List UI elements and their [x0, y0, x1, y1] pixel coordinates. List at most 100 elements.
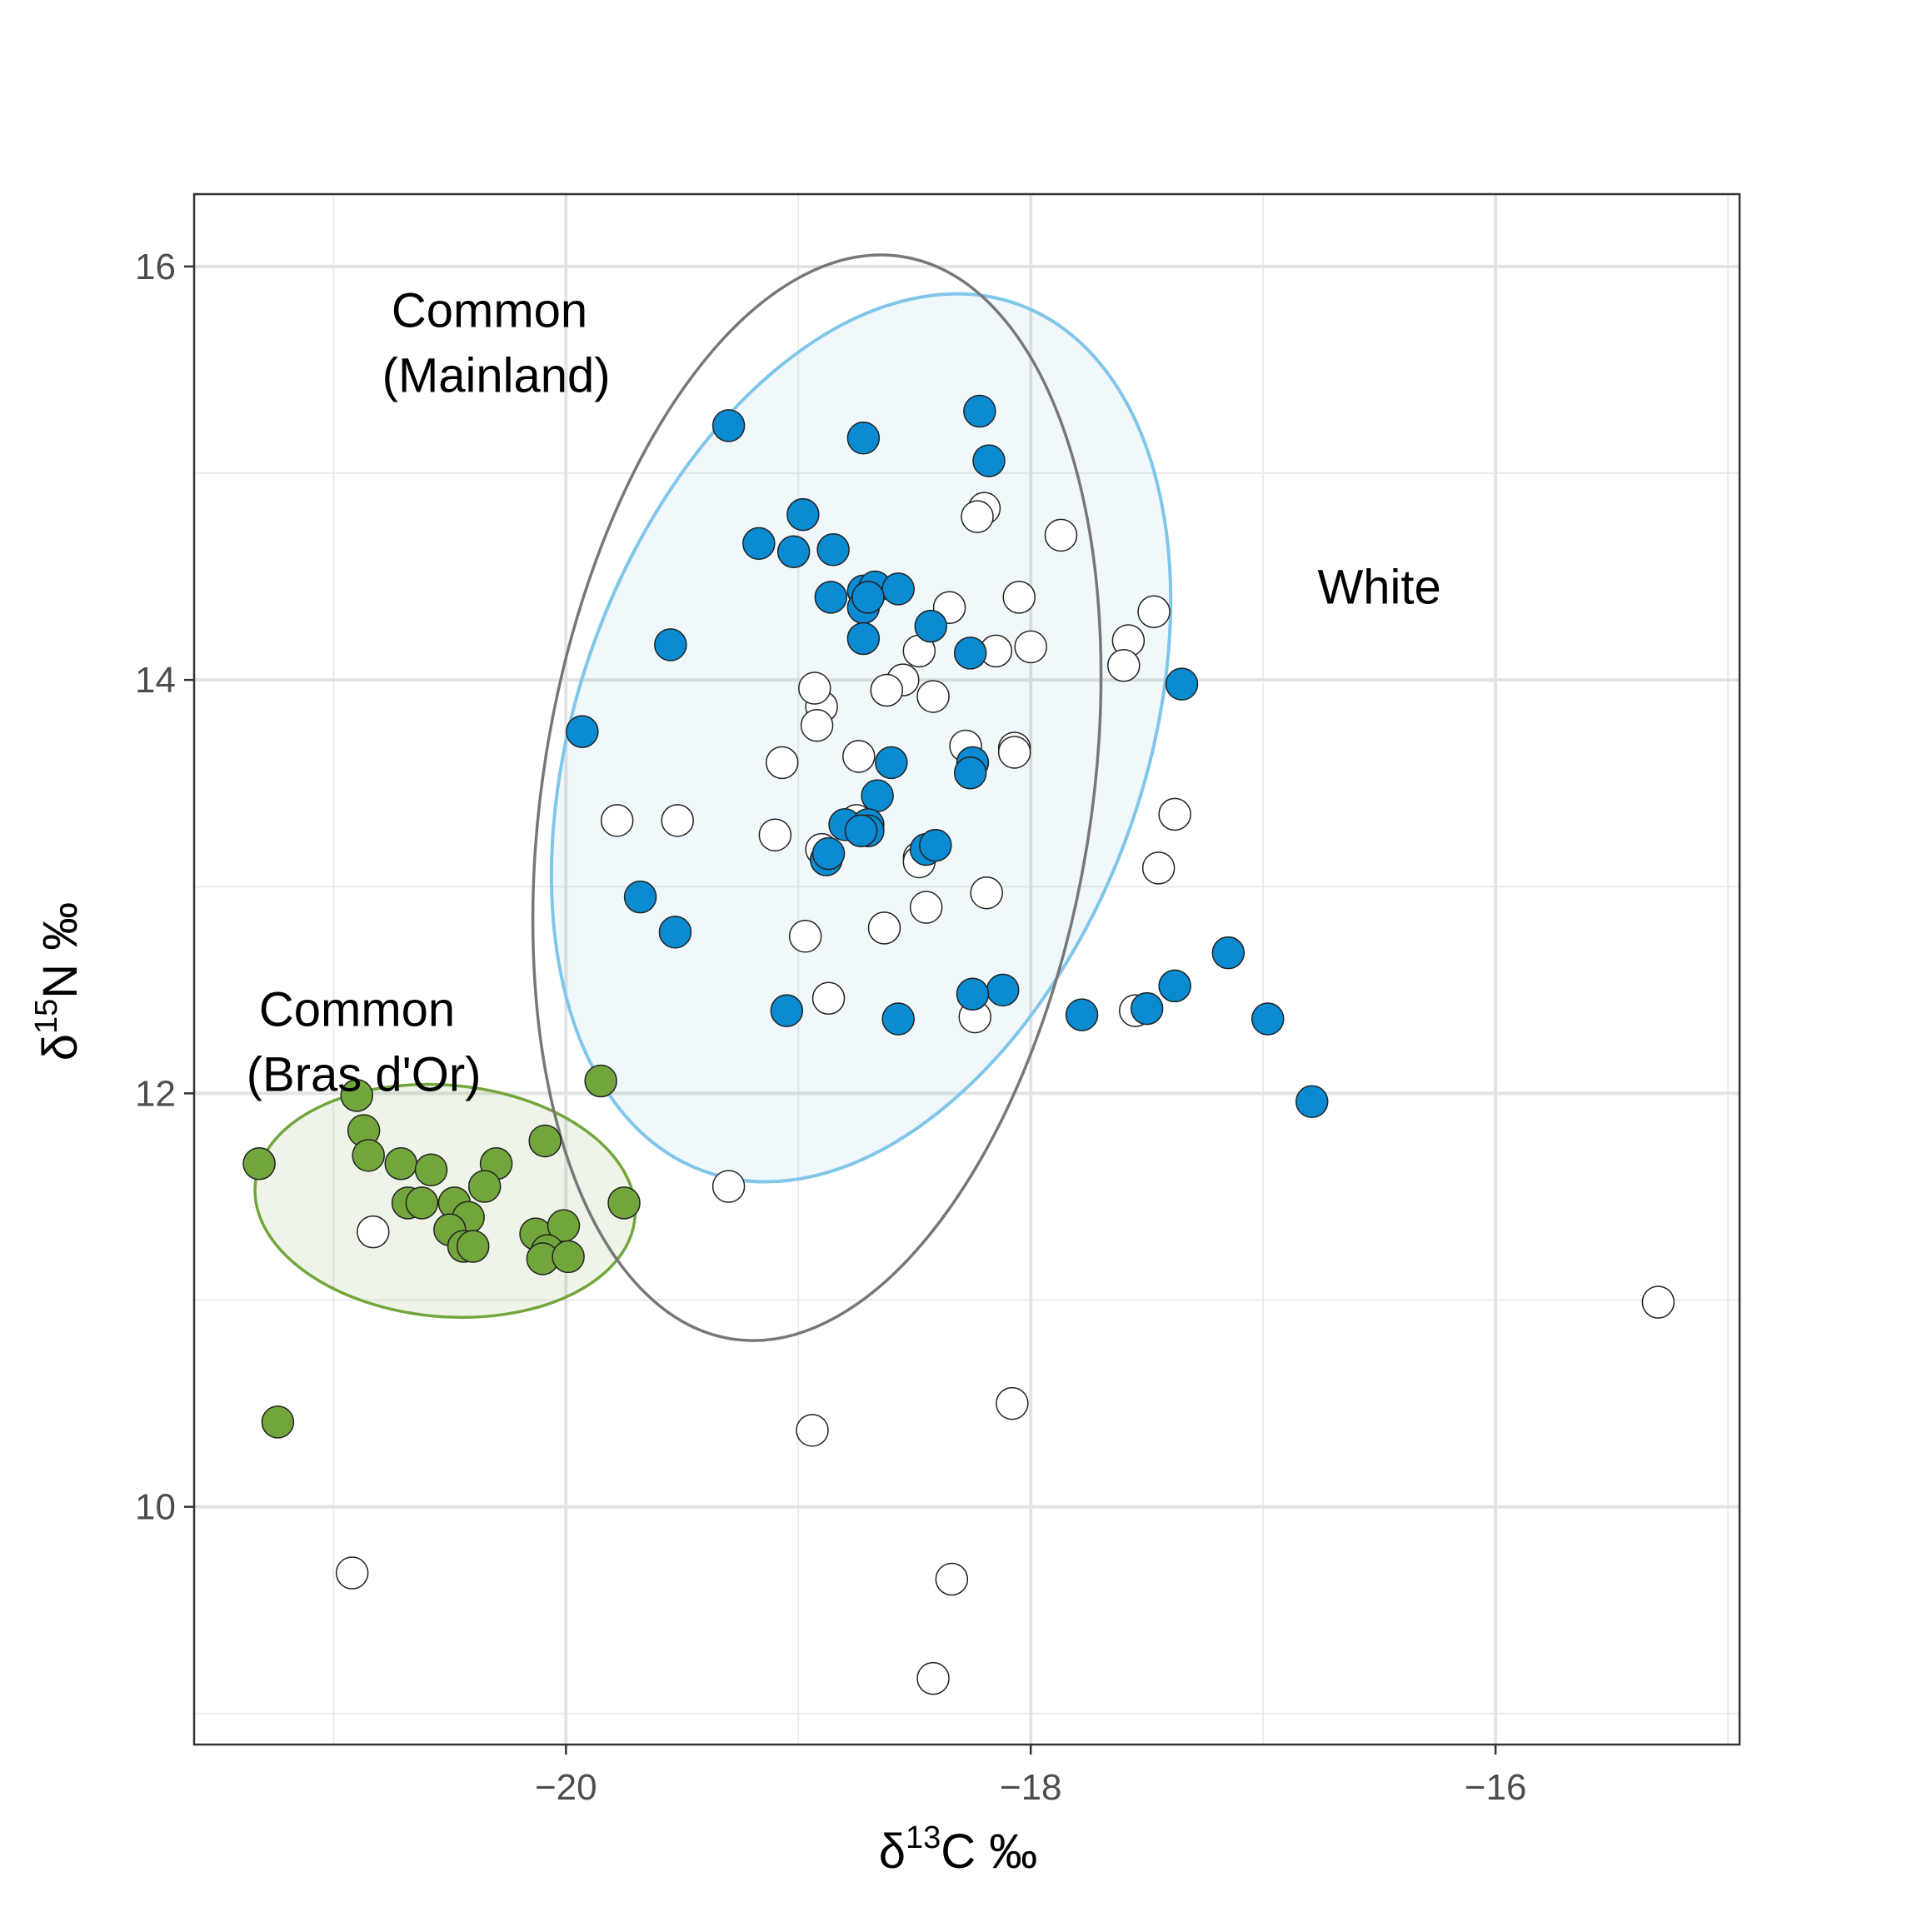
point-mainland-0 — [963, 394, 996, 428]
point-white-36 — [811, 981, 846, 1015]
point-white-32 — [970, 876, 1003, 910]
point-white-34 — [788, 920, 822, 953]
point-white-42 — [996, 1386, 1029, 1420]
y-axis-title-sup: 15 — [29, 999, 64, 1034]
group-annotations: Common (Mainland) White Common (Bras d'O… — [247, 284, 1441, 1102]
annotation-mainland-line-1: Common — [392, 284, 587, 338]
point-bras-19 — [456, 1230, 490, 1263]
point-white-33 — [909, 891, 943, 924]
point-white-15 — [798, 671, 831, 705]
point-bras-3 — [528, 1124, 562, 1158]
point-mainland-38 — [1130, 991, 1164, 1026]
point-mainland-23 — [861, 779, 894, 812]
point-white-44 — [335, 1556, 369, 1590]
point-mainland-7 — [776, 535, 811, 569]
ellipse-white — [531, 253, 1103, 1342]
point-mainland-35 — [1158, 969, 1191, 1003]
point-mainland-5 — [742, 527, 776, 561]
x-tick-label-0: −20 — [535, 1767, 597, 1808]
point-white-10 — [1107, 648, 1141, 682]
point-mainland-27 — [844, 814, 878, 848]
point-bras-7 — [242, 1146, 276, 1181]
point-bras-9 — [467, 1170, 502, 1203]
point-mainland-4 — [786, 497, 820, 532]
x-tick-label-1: −18 — [1000, 1767, 1062, 1808]
point-white-5 — [1137, 595, 1171, 628]
data-points — [242, 394, 1675, 1695]
y-axis-title-main: N ‰ — [33, 902, 87, 999]
annotation-white: White — [1317, 560, 1440, 614]
y-tick-label-2: 14 — [135, 660, 176, 701]
point-bras-5 — [384, 1146, 418, 1181]
annotation-bras-dor: Common (Bras d'Or) — [247, 982, 482, 1101]
x-axis-title-prefix: δ — [879, 1825, 906, 1879]
annotation-white-line-1: White — [1317, 560, 1440, 614]
point-mainland-30 — [811, 836, 846, 871]
point-white-9 — [1014, 630, 1047, 664]
point-mainland-21 — [875, 746, 908, 780]
point-mainland-3 — [972, 444, 1006, 477]
point-mainland-2 — [846, 422, 881, 455]
point-white-41 — [1641, 1286, 1675, 1319]
point-bras-12 — [405, 1186, 439, 1220]
ellipse-mainland — [549, 292, 1173, 1184]
point-mainland-19 — [566, 715, 599, 748]
point-white-22 — [1158, 797, 1191, 831]
y-axis-title-prefix: δ — [33, 1034, 87, 1061]
point-white-1 — [961, 500, 994, 533]
point-white-20 — [842, 740, 876, 773]
point-bras-4 — [352, 1139, 385, 1172]
plot-panel-border — [192, 192, 1741, 1746]
y-tick-label-0: 10 — [135, 1487, 176, 1528]
point-mainland-43 — [1295, 1085, 1329, 1119]
point-white-27 — [758, 818, 792, 851]
point-mainland-32 — [623, 880, 657, 914]
point-white-23 — [600, 804, 634, 837]
point-white-16 — [800, 708, 834, 742]
point-white-46 — [916, 1661, 950, 1695]
point-mainland-14 — [914, 609, 948, 643]
annotation-bras-dor-line-1: Common — [259, 982, 455, 1036]
annotation-mainland-line-2: (Mainland) — [382, 349, 611, 403]
point-bras-1 — [340, 1079, 374, 1112]
axis-tick-labels: −20 −18 −16 10 12 14 16 — [135, 247, 1526, 1808]
point-mainland-37 — [956, 977, 990, 1011]
point-mainland-34 — [1211, 936, 1246, 970]
point-mainland-11 — [814, 581, 848, 614]
point-mainland-15 — [654, 628, 687, 661]
point-white-12 — [870, 673, 904, 707]
point-white-40 — [357, 1215, 390, 1249]
point-white-45 — [935, 1562, 969, 1596]
point-mainland-41 — [881, 1002, 915, 1036]
x-tick-label-2: −16 — [1465, 1767, 1527, 1808]
x-axis-title: δ13C ‰ — [879, 1820, 1038, 1879]
point-white-24 — [661, 804, 694, 837]
point-bras-22 — [552, 1240, 585, 1274]
point-mainland-33 — [658, 916, 692, 949]
point-mainland-31 — [919, 828, 952, 862]
annotation-mainland: Common (Mainland) — [382, 284, 611, 403]
point-bras-0 — [584, 1064, 617, 1098]
point-mainland-16 — [846, 622, 881, 656]
point-mainland-13 — [851, 581, 885, 614]
point-bras-23 — [261, 1405, 295, 1439]
x-axis-title-sup: 13 — [906, 1820, 941, 1855]
point-mainland-17 — [953, 637, 987, 670]
axis-ticks — [184, 265, 1497, 1755]
point-mainland-40 — [1065, 998, 1099, 1031]
point-mainland-10 — [881, 572, 915, 606]
y-tick-label-3: 16 — [135, 247, 176, 287]
point-mainland-39 — [770, 994, 804, 1027]
point-white-21 — [765, 746, 799, 780]
point-mainland-36 — [986, 973, 1020, 1007]
point-white-39 — [711, 1170, 746, 1203]
point-white-13 — [916, 680, 950, 713]
point-bras-8 — [414, 1153, 448, 1186]
grid-lines — [194, 194, 1740, 1745]
point-white-35 — [867, 911, 901, 945]
point-white-43 — [796, 1414, 829, 1447]
point-mainland-22 — [953, 756, 987, 790]
x-axis-title-main: C ‰ — [941, 1825, 1037, 1879]
point-white-19 — [997, 736, 1031, 769]
